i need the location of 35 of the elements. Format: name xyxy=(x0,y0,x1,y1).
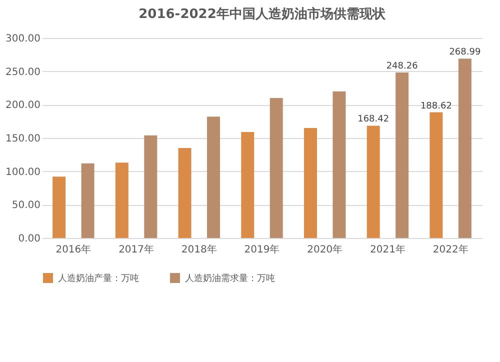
legend-label: 人造奶油需求量：万吨 xyxy=(185,273,275,284)
x-tick-label: 2018年 xyxy=(181,244,217,256)
bar xyxy=(270,98,283,238)
x-tick-label: 2020年 xyxy=(307,244,343,256)
y-tick-label: 150.00 xyxy=(6,134,40,144)
bar xyxy=(396,72,409,238)
bar xyxy=(115,162,128,238)
bar xyxy=(430,112,443,238)
bar xyxy=(366,126,380,238)
y-tick-label: 250.00 xyxy=(6,66,40,78)
data-label: 248.26 xyxy=(386,61,418,72)
bar xyxy=(207,116,220,238)
bar xyxy=(178,148,192,238)
data-label: 268.99 xyxy=(449,48,481,58)
y-tick-label: 300.00 xyxy=(6,34,40,44)
y-tick-label: 0.00 xyxy=(18,234,40,244)
chart-title: 2016-2022年中国人造奶油市场供需现状 xyxy=(138,6,386,22)
bar xyxy=(241,132,254,238)
bar xyxy=(52,176,66,238)
bar xyxy=(458,58,472,238)
y-tick-label: 50.00 xyxy=(12,200,40,212)
x-tick-label: 2021年 xyxy=(370,244,406,256)
data-label: 168.42 xyxy=(358,114,390,125)
bar xyxy=(81,163,94,238)
y-tick-label: 100.00 xyxy=(6,166,40,178)
bar xyxy=(304,128,317,238)
x-tick-label: 2022年 xyxy=(432,244,468,256)
bar xyxy=(144,135,158,238)
data-label: 188.62 xyxy=(420,101,452,112)
x-tick-label: 2017年 xyxy=(118,244,154,256)
legend-label: 人造奶油产量：万吨 xyxy=(58,273,139,284)
y-tick-label: 200.00 xyxy=(6,100,40,112)
bar xyxy=(332,91,346,238)
x-tick-label: 2016年 xyxy=(56,244,92,256)
x-tick-label: 2019年 xyxy=(244,244,280,256)
